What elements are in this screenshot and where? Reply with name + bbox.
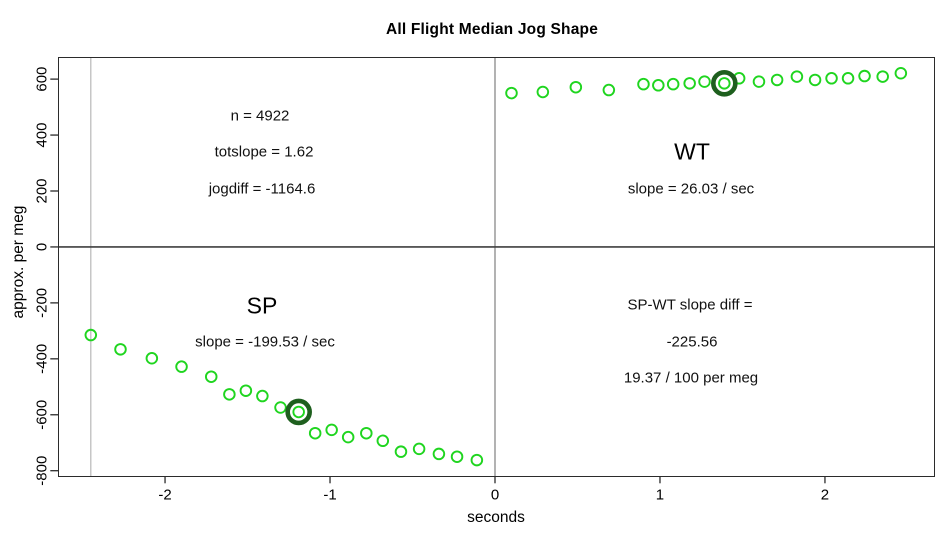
data-point-sp xyxy=(114,343,127,356)
x-tick-label: -2 xyxy=(158,487,171,504)
data-point-wt xyxy=(894,66,908,80)
data-point-sp xyxy=(325,423,338,437)
data-point-sp xyxy=(256,389,269,403)
y-tick-label: 600 xyxy=(34,67,51,92)
data-point-sp xyxy=(360,426,373,440)
data-point-wt xyxy=(752,75,766,88)
annotation-n-count: n = 4922 xyxy=(230,107,290,125)
data-point-wt xyxy=(825,72,838,85)
annotation-slope-diff-value: -225.56 xyxy=(666,333,718,351)
annotation-sp-label: SP xyxy=(246,292,278,319)
data-point-wt xyxy=(698,75,711,88)
data-point-wt xyxy=(808,73,822,87)
x-tick-label: -1 xyxy=(323,487,336,504)
data-point-sp xyxy=(145,352,159,365)
y-tick-label: 400 xyxy=(34,123,51,148)
y-tick-label: -200 xyxy=(34,288,51,318)
data-point-sp xyxy=(175,360,188,373)
data-point-wt xyxy=(876,70,889,83)
x-tick-label: 2 xyxy=(821,487,829,504)
data-point-sp xyxy=(450,450,464,463)
data-point-wt xyxy=(652,79,665,92)
data-point-sp xyxy=(412,442,426,456)
data-point-wt xyxy=(637,77,650,91)
chart-title: All Flight Median Jog Shape xyxy=(385,21,599,38)
y-tick-label: -400 xyxy=(34,344,51,374)
data-point-sp xyxy=(376,434,390,448)
data-point-sp xyxy=(204,370,218,383)
data-point-wt xyxy=(536,85,550,99)
data-point-wt xyxy=(841,72,855,85)
y-axis-label: approx. per meg xyxy=(10,205,27,319)
annotation-totslope: totslope = 1.62 xyxy=(214,143,314,161)
data-point-sp xyxy=(274,401,287,414)
annotation-jogdiff: jogdiff = -1164.6 xyxy=(208,180,316,198)
y-tick-label: 200 xyxy=(34,178,51,203)
data-point-sp xyxy=(432,447,446,461)
data-point-wt xyxy=(683,77,696,90)
data-point-sp xyxy=(308,426,322,440)
annotation-wt-label: WT xyxy=(674,138,710,165)
x-axis-label: seconds xyxy=(467,509,525,526)
data-point-sp xyxy=(394,445,408,458)
plot-area xyxy=(58,57,935,477)
data-point-wt xyxy=(718,77,731,90)
y-tick-label: -600 xyxy=(34,400,51,430)
data-point-sp xyxy=(223,388,236,401)
data-point-wt xyxy=(790,70,804,83)
data-point-wt xyxy=(602,83,616,97)
annotation-wt-slope: slope = 26.03 / sec xyxy=(627,180,755,198)
data-point-wt xyxy=(858,69,871,83)
annotation-slope-diff-rate: 19.37 / 100 per meg xyxy=(623,369,759,387)
annotation-sp-slope: slope = -199.53 / sec xyxy=(195,333,335,351)
highlight-circle-wt xyxy=(711,70,738,97)
x-tick-label: 0 xyxy=(491,487,499,504)
data-point-sp xyxy=(239,384,253,397)
x-tick-label: 1 xyxy=(656,487,664,504)
data-point-sp xyxy=(292,405,305,419)
y-tick-label: -800 xyxy=(34,456,51,486)
highlight-circle-sp xyxy=(285,398,312,426)
data-point-wt xyxy=(666,77,680,91)
data-point-wt xyxy=(505,86,518,100)
data-point-sp xyxy=(84,328,98,342)
data-point-sp xyxy=(470,453,484,467)
data-point-sp xyxy=(341,430,355,444)
annotation-slope-diff-title: SP-WT slope diff = xyxy=(627,296,753,314)
data-point-wt xyxy=(569,80,583,94)
y-tick-label: 0 xyxy=(34,243,51,251)
data-point-wt xyxy=(770,73,784,87)
